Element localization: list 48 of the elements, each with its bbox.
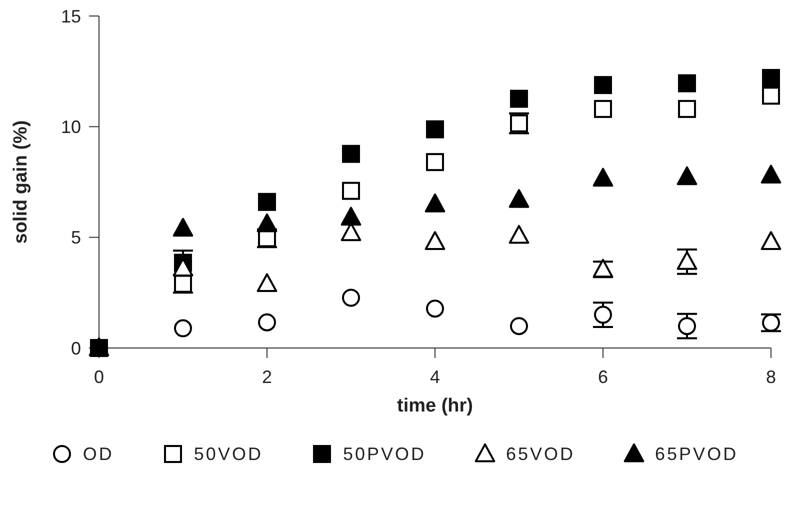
- point: [678, 100, 696, 118]
- x-tick-label: 0: [94, 366, 104, 387]
- point: [678, 317, 696, 336]
- point: [342, 182, 360, 200]
- point: [258, 313, 276, 332]
- point: [760, 164, 782, 184]
- point: [426, 300, 444, 318]
- legend-label: 50PVOD: [342, 444, 426, 464]
- point: [256, 213, 278, 232]
- legend-label: 65VOD: [506, 444, 576, 464]
- point: [594, 76, 612, 94]
- point: [508, 189, 530, 208]
- legend-label: 65PVOD: [655, 444, 738, 464]
- point: [172, 218, 194, 237]
- point: [426, 120, 444, 138]
- legend-label: 50VOD: [194, 444, 263, 464]
- point: [340, 206, 362, 226]
- y-tick-label: 10: [60, 117, 81, 138]
- point: [762, 86, 780, 105]
- point: [342, 144, 360, 163]
- x-tick-label: 6: [598, 366, 608, 387]
- point: [342, 288, 360, 307]
- point: [510, 90, 528, 108]
- y-tick-label: 15: [60, 6, 81, 26]
- point: [424, 194, 446, 212]
- point: [424, 231, 446, 250]
- point: [676, 251, 698, 270]
- point: [508, 224, 530, 244]
- point: [426, 153, 444, 172]
- y-tick-label: 0: [70, 338, 81, 358]
- point: [256, 273, 278, 292]
- x-tick-label: 8: [766, 366, 776, 387]
- x-axis-title: time (hr): [397, 395, 473, 416]
- point: [678, 74, 696, 92]
- point: [258, 192, 276, 211]
- point: [676, 166, 698, 186]
- point: [594, 306, 612, 324]
- y-tick-label: 5: [70, 228, 81, 248]
- legend-label: OD: [82, 444, 114, 464]
- y-axis-title: solid gain (%): [10, 120, 32, 244]
- x-tick-label: 2: [262, 366, 272, 387]
- point: [510, 317, 528, 336]
- point: [174, 319, 192, 338]
- point: [594, 100, 612, 118]
- point: [762, 68, 780, 87]
- x-tick-label: 4: [430, 366, 440, 387]
- point: [760, 231, 782, 250]
- point: [592, 168, 614, 187]
